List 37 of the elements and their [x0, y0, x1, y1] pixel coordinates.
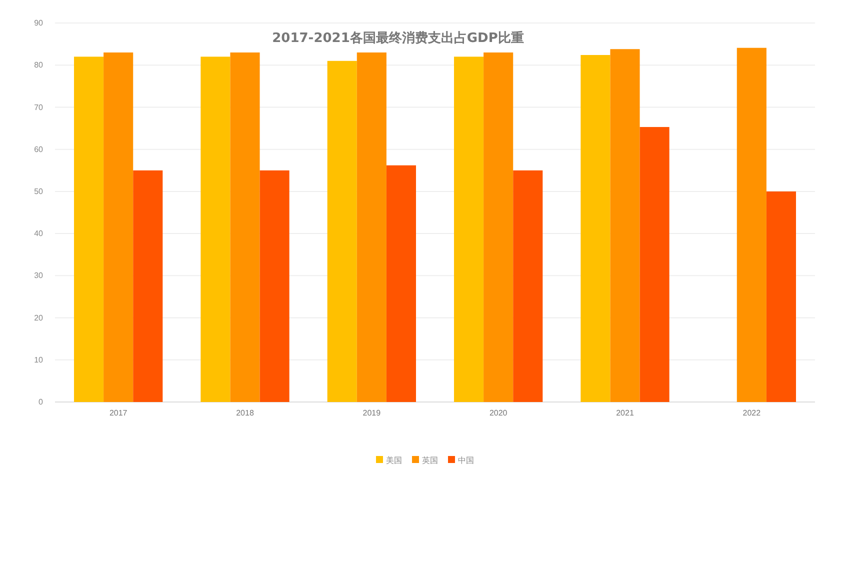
bar	[200, 56, 230, 402]
y-tick-label: 50	[34, 187, 44, 196]
bar	[454, 56, 484, 402]
text: 2017-2021各国最终消费支出占GDP比重	[272, 30, 524, 46]
y-tick-label: 40	[34, 229, 44, 238]
y-tick-label: 10	[34, 355, 44, 364]
y-tick-label: 90	[34, 18, 44, 28]
bar	[133, 170, 163, 402]
y-tick-label: 20	[34, 313, 44, 322]
y-tick-label: 30	[34, 271, 44, 280]
x-tick-label: 2022	[742, 408, 762, 418]
bar	[640, 127, 670, 402]
bar	[736, 48, 766, 402]
x-tick-label: 2019	[362, 408, 382, 418]
bar	[610, 49, 640, 402]
bar	[230, 52, 260, 402]
legend-label: 美国	[386, 456, 402, 465]
legend-label: 中国	[458, 456, 474, 465]
x-tick-label: 2020	[489, 408, 508, 418]
bar	[356, 52, 386, 402]
x-tick-label: 2021	[616, 408, 634, 418]
bar	[766, 191, 796, 402]
bar	[327, 60, 357, 402]
bar	[513, 170, 543, 402]
bar	[484, 52, 514, 402]
y-tick-label: 60	[34, 144, 44, 154]
legend-label: 英国	[422, 456, 438, 465]
bar	[386, 165, 416, 402]
y-tick-label: 70	[34, 102, 44, 112]
bar	[104, 52, 134, 402]
y-tick-label: 0	[38, 398, 44, 407]
x-tick-label: 2017	[109, 408, 128, 418]
bar	[260, 170, 290, 402]
y-tick-label: 80	[34, 60, 44, 70]
bar	[580, 55, 610, 402]
bar	[74, 56, 104, 402]
x-tick-label: 2018	[236, 408, 254, 418]
